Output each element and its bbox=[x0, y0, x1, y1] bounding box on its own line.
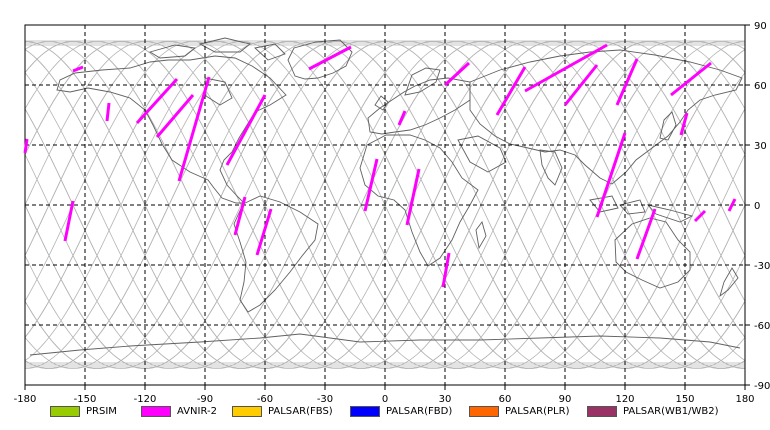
avnir2-swath bbox=[670, 61, 712, 97]
avnir2-swath bbox=[615, 58, 639, 106]
y-tick-label: -30 bbox=[754, 261, 770, 272]
avnir2-swath bbox=[255, 208, 273, 256]
legend-swatch-prsim bbox=[50, 405, 80, 417]
avnir2-swath bbox=[405, 168, 421, 226]
x-tick-label: 120 bbox=[615, 394, 634, 405]
y-tick-label: -90 bbox=[754, 381, 770, 392]
x-tick-label: -90 bbox=[197, 394, 213, 405]
avnir2-swath bbox=[105, 102, 111, 122]
avnir2-swath bbox=[563, 64, 599, 106]
legend-label-prsim: PRSIM bbox=[86, 405, 117, 417]
avnir2-swath bbox=[363, 158, 379, 212]
avnir2-swath bbox=[135, 77, 179, 125]
avnir2-swath bbox=[441, 252, 451, 288]
coastlines bbox=[29, 37, 743, 356]
x-tick-label: 150 bbox=[675, 394, 694, 405]
legend-swatch-palsar-wb bbox=[587, 405, 617, 417]
avnir2-swath bbox=[443, 61, 471, 87]
x-tick-label: 60 bbox=[499, 394, 512, 405]
latitude-labels: 90 60 30 0 -30 -60 -90 bbox=[754, 21, 770, 392]
x-tick-label: 180 bbox=[735, 394, 754, 405]
legend-label-palsar-fbs: PALSAR(FBS) bbox=[268, 405, 333, 417]
legend-item-palsar-fbs: PALSAR(FBS) bbox=[232, 403, 333, 419]
axis-ticks bbox=[24, 24, 750, 390]
y-tick-label: 30 bbox=[754, 141, 767, 152]
avnir2-swath bbox=[727, 198, 737, 212]
y-tick-label: 0 bbox=[754, 201, 760, 212]
avnir2-swaths bbox=[23, 43, 737, 288]
x-tick-label: -180 bbox=[14, 394, 37, 405]
legend-item-prsim: PRSIM bbox=[50, 403, 117, 419]
orbit-track bbox=[24, 40, 746, 370]
avnir2-swath bbox=[233, 196, 247, 236]
legend-swatch-palsar-plr bbox=[469, 405, 499, 417]
legend-swatch-avnir2 bbox=[141, 405, 171, 417]
avnir2-swath bbox=[177, 76, 211, 182]
x-tick-label: -30 bbox=[317, 394, 333, 405]
legend-item-palsar-plr: PALSAR(PLR) bbox=[469, 403, 569, 419]
legend-label-avnir2: AVNIR-2 bbox=[177, 405, 217, 417]
legend-item-palsar-wb: PALSAR(WB1/WB2) bbox=[587, 403, 719, 419]
y-tick-label: -60 bbox=[754, 321, 770, 332]
avnir2-swath bbox=[225, 94, 267, 166]
legend-swatch-palsar-fbd bbox=[350, 405, 380, 417]
legend-swatch-palsar-fbs bbox=[232, 405, 262, 417]
avnir2-swath bbox=[693, 209, 707, 223]
legend-label-palsar-plr: PALSAR(PLR) bbox=[505, 405, 570, 417]
orbit-track bbox=[24, 40, 746, 370]
legend-label-palsar-fbd: PALSAR(FBD) bbox=[386, 405, 453, 417]
x-tick-label: -120 bbox=[134, 394, 157, 405]
avnir2-swath bbox=[63, 200, 75, 242]
longitude-labels: -180 -150 -120 -90 -60 -30 0 30 60 90 120 150 180 bbox=[14, 394, 755, 405]
legend: PRSIM AVNIR-2 PALSAR(FBS) PALSAR(FBD) PA… bbox=[0, 401, 770, 423]
x-tick-label: 30 bbox=[439, 394, 452, 405]
avnir2-swath bbox=[155, 94, 195, 138]
avnir2-swath bbox=[23, 138, 29, 154]
avnir2-swath bbox=[495, 66, 527, 116]
avnir2-swath bbox=[524, 43, 608, 93]
x-tick-label: 90 bbox=[559, 394, 572, 405]
avnir2-swath bbox=[679, 112, 689, 136]
y-tick-label: 90 bbox=[754, 21, 767, 32]
y-tick-label: 60 bbox=[754, 81, 767, 92]
x-tick-label: -150 bbox=[74, 394, 97, 405]
avnir2-swath bbox=[308, 45, 352, 71]
avnir2-swath bbox=[595, 132, 627, 218]
legend-label-palsar-wb: PALSAR(WB1/WB2) bbox=[623, 405, 719, 417]
legend-item-palsar-fbd: PALSAR(FBD) bbox=[350, 403, 452, 419]
avnir2-swath bbox=[635, 208, 657, 260]
legend-item-avnir2: AVNIR-2 bbox=[141, 403, 217, 419]
x-tick-label: 0 bbox=[382, 394, 388, 405]
avnir2-swath bbox=[397, 110, 407, 126]
x-tick-label: -60 bbox=[257, 394, 273, 405]
avnir2-swath bbox=[72, 65, 84, 73]
